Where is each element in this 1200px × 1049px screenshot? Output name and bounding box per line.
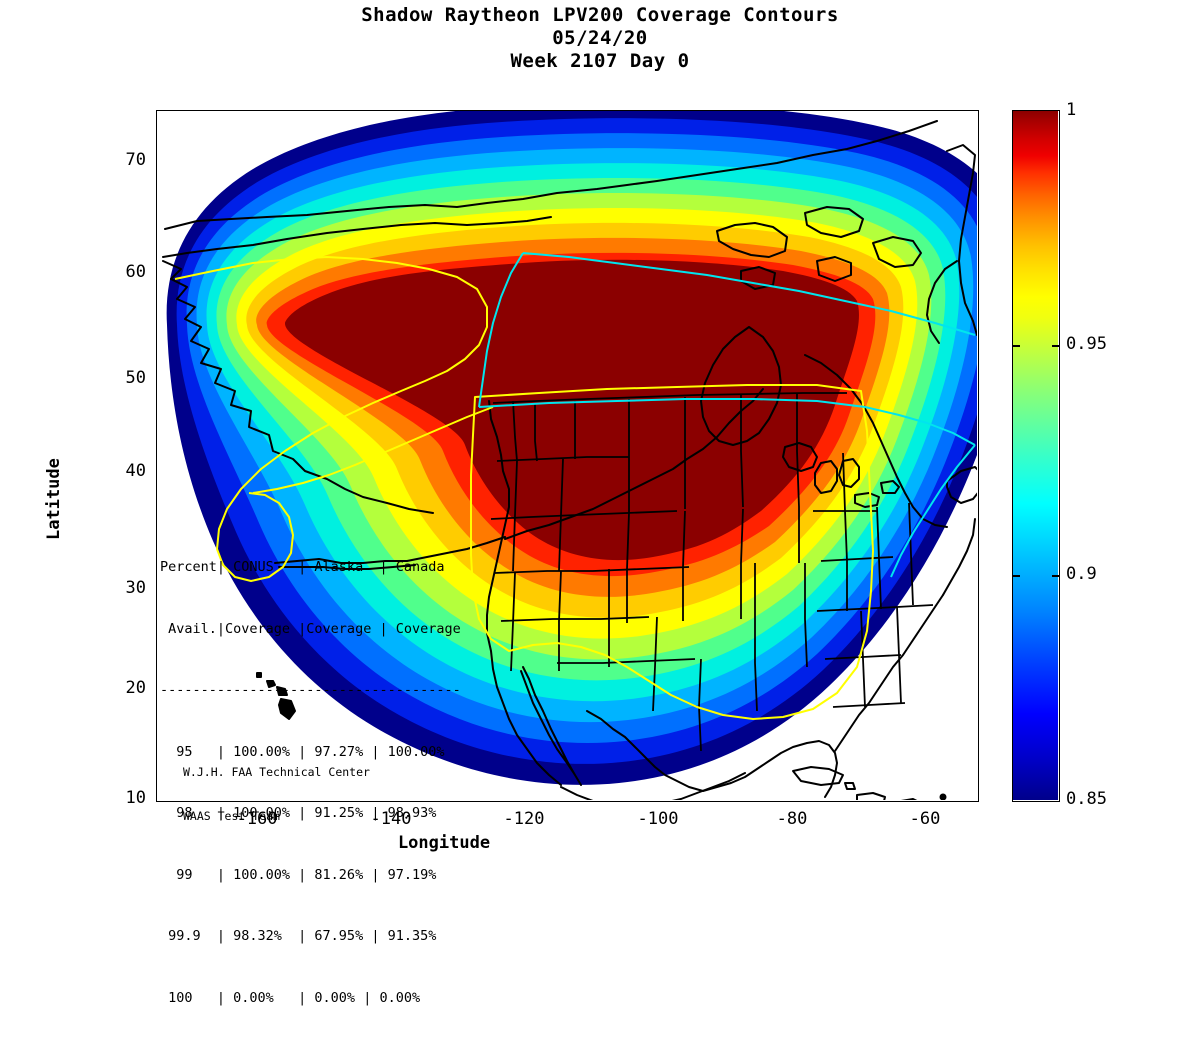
antilles-dot (939, 793, 947, 800)
xtick-label--120: -120 (503, 809, 545, 829)
title-line-3: Week 2107 Day 0 (510, 50, 690, 72)
lake-huron (838, 458, 860, 488)
colorbar (1012, 110, 1060, 802)
chart-title: Shadow Raytheon LPV200 Coverage Contours… (0, 4, 1200, 73)
colorbar-tick-0.95-right (1052, 345, 1060, 347)
cuba (792, 766, 844, 786)
alaska-west-coast (162, 260, 434, 514)
xtick-label--140: -140 (370, 809, 412, 829)
xtick-label--80: -80 (776, 809, 808, 829)
xtick-label--100: -100 (637, 809, 679, 829)
chart-canvas: Shadow Raytheon LPV200 Coverage Contours… (0, 4, 1200, 1006)
mexico-coast (560, 772, 746, 800)
gulf-coast-florida (702, 740, 838, 798)
colorbar-label-0.9: 0.9 (1066, 564, 1097, 584)
baja-california (520, 666, 582, 786)
colorbar-tick-0.9-right (1052, 575, 1060, 577)
coverage-contour-field (166, 111, 977, 785)
coverage-stats-table: Percent| CONUS | Alaska | Canada Avail.|… (160, 516, 461, 1049)
colorbar-tick-0.9-left (1012, 575, 1020, 577)
conus-region-boundary (470, 384, 874, 720)
alaska-region-boundary (174, 256, 488, 582)
hawaii-oahu (266, 680, 276, 688)
ytick-label-70: 70 (125, 150, 146, 170)
jamaica (844, 782, 856, 790)
ytick-label-10: 10 (125, 788, 146, 808)
title-line-2: 05/24/20 (552, 27, 648, 49)
colorbar-label-1: 1 (1066, 100, 1077, 120)
stats-row-98: 98 | 100.00% | 91.25% | 98.93% (160, 805, 437, 821)
arctic-island-1 (716, 222, 788, 258)
maritimes-coast (942, 518, 976, 596)
xtick-label--60: -60 (909, 809, 941, 829)
lake-michigan (814, 460, 838, 494)
greenland-south-coast (926, 260, 958, 344)
puerto-rico (900, 798, 918, 800)
canada-west-border (478, 252, 524, 408)
contour-band-1.00 (284, 259, 859, 561)
y-axis-title: Latitude (44, 458, 64, 540)
us-east-coast (834, 594, 944, 752)
hawaii-maui (276, 686, 288, 696)
xtick-label--160: -160 (236, 809, 278, 829)
ytick-label-50: 50 (125, 368, 146, 388)
stats-row-99.9: 99.9 | 98.32% | 67.95% | 91.35% (160, 928, 437, 944)
credit-line-2: WAAS Test Team (183, 808, 280, 823)
us-west-coast (486, 400, 562, 786)
canada-south-border (478, 398, 976, 446)
credit-text: W.J.H. FAA Technical Center WAAS Test Te… (183, 736, 370, 852)
newfoundland (946, 466, 977, 504)
coastlines (162, 120, 977, 800)
ytick-label-20: 20 (125, 678, 146, 698)
canada-north-border (522, 252, 976, 336)
colorbar-label-0.95: 0.95 (1066, 334, 1107, 354)
x-axis-title: Longitude (397, 833, 491, 853)
stats-row-99: 99 | 100.00% | 81.26% | 97.19% (160, 866, 437, 883)
us-canada-border-49th (492, 392, 847, 404)
hudson-bay (700, 326, 782, 446)
stats-header-row-1: Percent| CONUS | Alaska | Canada (160, 559, 445, 575)
arctic-coastline (164, 120, 938, 230)
hawaii-big-island (278, 698, 296, 720)
map-plot-area (156, 110, 979, 802)
lake-superior (782, 442, 818, 472)
us-state-boundaries (490, 392, 934, 752)
greenland-coast (946, 144, 977, 336)
conus-alaska-region-outline (174, 256, 874, 720)
arctic-island-4 (816, 256, 852, 282)
ytick-label-60: 60 (125, 262, 146, 282)
labrador-coast (804, 354, 948, 528)
stats-row-95: 95 | 100.00% | 97.27% | 100.00% (160, 743, 445, 760)
canada-region-outline (478, 252, 976, 578)
stats-header-row-2: Avail.|Coverage |Coverage | Coverage (160, 620, 461, 637)
colorbar-label-0.85: 0.85 (1066, 789, 1107, 809)
gulf-of-mexico-coast (586, 710, 704, 792)
alaska-region-boundary-south (252, 406, 494, 494)
coverage-map-svg (157, 111, 977, 800)
arctic-island-3 (872, 236, 922, 268)
stats-row-100: 100 | 0.00% | 0.00% | 0.00% (160, 989, 421, 1006)
hawaii-kauai (256, 672, 262, 678)
stats-table-rule: ------------------------------------- (160, 682, 461, 698)
alaska-north-coast (162, 216, 552, 258)
canada-east-border (890, 444, 976, 578)
lake-ontario (880, 480, 900, 494)
hispaniola (856, 792, 886, 800)
colorbar-tick-0.95-left (1012, 345, 1020, 347)
lake-erie (854, 492, 880, 508)
title-line-1: Shadow Raytheon LPV200 Coverage Contours (361, 4, 839, 26)
arctic-island-2 (804, 206, 864, 238)
credit-line-1: W.J.H. FAA Technical Center (183, 765, 370, 779)
aleutian-islands-2 (278, 564, 416, 570)
ytick-label-40: 40 (125, 461, 146, 481)
ytick-label-30: 30 (125, 578, 146, 598)
colorbar-gradient (1013, 111, 1058, 800)
